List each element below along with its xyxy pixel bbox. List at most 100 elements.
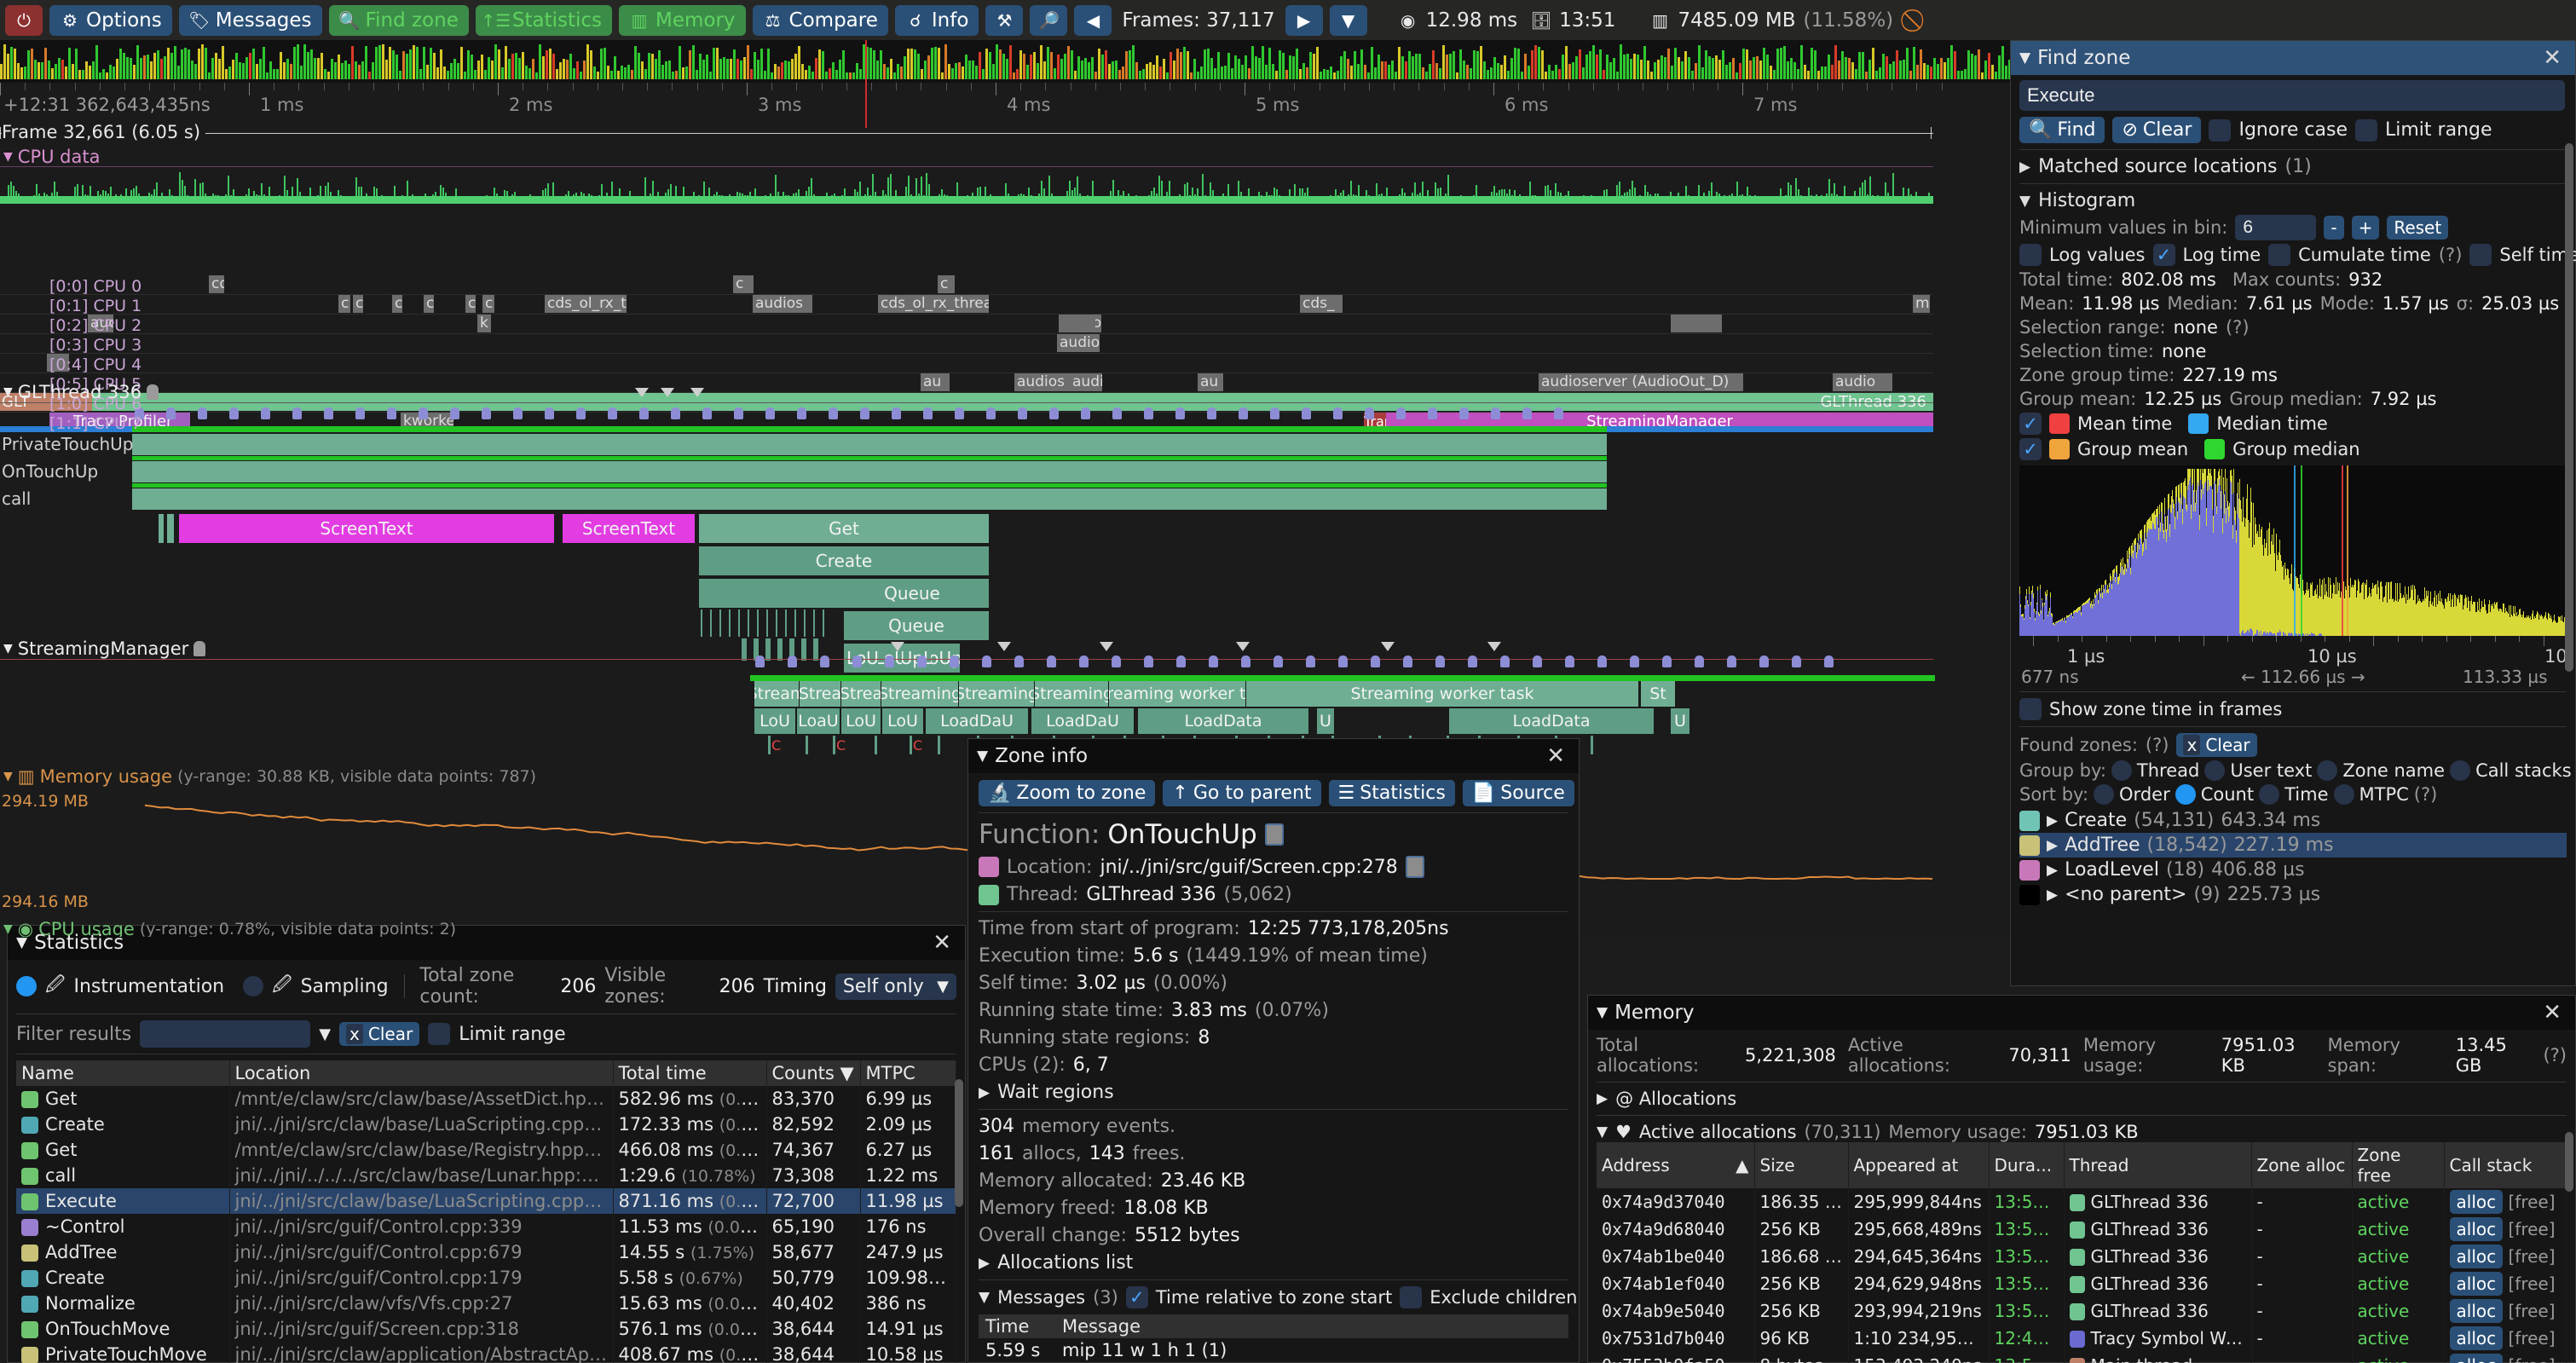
timeline-ruler[interactable]: +12:31 362,643,435ns 1 ms 2 ms 3 ms 4 ms… — [0, 83, 2010, 122]
frame-cell[interactable] — [1204, 49, 1206, 79]
frame-cell[interactable] — [1156, 55, 1158, 79]
frame-cell[interactable] — [1528, 66, 1530, 79]
cpu-thread-block[interactable]: au — [921, 373, 950, 391]
frame-cell[interactable] — [430, 48, 432, 79]
frame-cell[interactable] — [92, 61, 95, 79]
frame-cell[interactable] — [934, 47, 937, 79]
frame-cell[interactable] — [321, 53, 323, 79]
triangle-down-icon[interactable]: ▼ — [979, 1289, 991, 1306]
frame-cell[interactable] — [1023, 54, 1025, 79]
frame-cell[interactable] — [784, 61, 787, 79]
frame-cell[interactable] — [245, 57, 248, 79]
frame-cell[interactable] — [24, 66, 26, 79]
timeline-zone-tick[interactable] — [785, 609, 787, 637]
frame-cell[interactable] — [951, 68, 954, 79]
frame-cell[interactable] — [222, 46, 224, 79]
self-time-checkbox[interactable] — [2469, 244, 2492, 266]
frame-cell[interactable] — [106, 72, 108, 79]
frame-cell[interactable] — [518, 58, 521, 79]
frame-cell[interactable] — [839, 60, 841, 79]
frame-cell[interactable] — [621, 66, 623, 79]
streaming-zone-block[interactable]: LoadDaU — [1031, 708, 1134, 734]
frame-cell[interactable] — [1667, 49, 1670, 79]
statistics-button[interactable]: ↑☰ Statistics — [475, 4, 612, 36]
frame-cell[interactable] — [194, 64, 197, 79]
frame-cell[interactable] — [2008, 60, 2010, 79]
frame-cell[interactable] — [1746, 49, 1748, 79]
close-icon[interactable]: ✕ — [2543, 45, 2562, 71]
timeline-zone-tick[interactable] — [776, 609, 777, 637]
timeline-zone-tick[interactable] — [729, 609, 731, 637]
frame-cell[interactable] — [508, 59, 511, 79]
frame-cell[interactable] — [539, 44, 541, 79]
frame-cell[interactable] — [1739, 63, 1741, 79]
streaming-zone-block[interactable]: U — [1317, 708, 1334, 734]
frame-cell[interactable] — [102, 69, 105, 79]
memory-cell-call-stack[interactable]: alloc [free] — [2444, 1352, 2567, 1363]
frame-cell[interactable] — [1296, 49, 1298, 79]
frame-cell[interactable] — [1170, 52, 1172, 79]
frame-cell[interactable] — [1834, 45, 1837, 79]
frame-cell[interactable] — [1698, 45, 1701, 79]
zone-statistics-button[interactable]: ☰ Statistics — [1328, 780, 1455, 806]
frame-cell[interactable] — [1780, 48, 1782, 79]
frame-cell[interactable] — [191, 61, 193, 79]
frame-cell[interactable] — [1190, 72, 1193, 79]
frame-cell[interactable] — [136, 45, 139, 79]
frame-cell[interactable] — [1098, 49, 1100, 79]
frame-cell[interactable] — [453, 59, 456, 79]
filter-results-input[interactable] — [140, 1020, 311, 1048]
frame-cell[interactable] — [1824, 66, 1827, 79]
streaming-zone-block[interactable]: LoaU — [797, 708, 840, 734]
streaming-sub-tick[interactable] — [938, 736, 940, 754]
allocations-section-row[interactable]: ▶ @ Allocations — [1597, 1089, 2567, 1109]
frame-cell[interactable] — [1776, 49, 1779, 79]
frame-cell[interactable] — [1691, 71, 1694, 79]
memory-col-call-stack[interactable]: Call stack — [2444, 1142, 2567, 1188]
frame-cell[interactable] — [1152, 65, 1155, 79]
frame-cell[interactable] — [331, 59, 333, 79]
streaming-zone-block[interactable]: LoU — [882, 708, 923, 734]
frame-cell[interactable] — [341, 63, 344, 79]
frame-cell[interactable] — [1623, 55, 1626, 79]
frame-cell[interactable] — [597, 72, 599, 79]
frame-cell[interactable] — [382, 44, 384, 79]
frame-cell[interactable] — [996, 44, 998, 79]
streaming-zone-block[interactable]: LoU — [754, 708, 795, 734]
frame-cell[interactable] — [242, 63, 245, 79]
frame-cell[interactable] — [733, 49, 736, 79]
triangle-down-icon[interactable]: ▼ — [2019, 49, 2031, 66]
frame-cell[interactable] — [1930, 66, 1932, 79]
frame-cell[interactable] — [842, 50, 845, 79]
streaming-zone-block[interactable]: Streaming — [881, 681, 958, 707]
frame-cell[interactable] — [1122, 66, 1124, 79]
frame-cell[interactable] — [1446, 55, 1448, 79]
cpu-plot-header[interactable]: ▼ ◉ CPU usage (y-range: 0.78%, visible d… — [3, 919, 456, 937]
streaming-sub-tick[interactable] — [833, 736, 835, 754]
cumulate-time-help[interactable]: (?) — [2438, 245, 2463, 265]
log-values-checkbox[interactable] — [2019, 244, 2042, 266]
streaming-sub-tick[interactable] — [875, 736, 877, 754]
frame-cell[interactable] — [211, 58, 214, 79]
frame-cell[interactable] — [1998, 55, 2001, 79]
frame-cell[interactable] — [1592, 45, 1595, 79]
sort-by-help[interactable]: (?) — [2413, 784, 2438, 805]
frame-cell[interactable] — [1371, 47, 1373, 79]
timeline-zone-tick[interactable] — [719, 609, 721, 637]
frame-cell[interactable] — [1360, 49, 1363, 79]
frame-cell[interactable] — [1442, 45, 1445, 79]
frame-cell[interactable] — [116, 59, 118, 79]
frame-cell[interactable] — [1504, 55, 1506, 79]
frame-cell[interactable] — [1245, 55, 1247, 79]
frame-cell[interactable] — [82, 70, 84, 79]
frame-cell[interactable] — [985, 49, 988, 79]
frame-cell[interactable] — [1558, 69, 1561, 79]
triangle-down-icon[interactable]: ▼ — [1597, 1004, 1609, 1021]
frame-cell[interactable] — [109, 65, 112, 79]
frame-cell[interactable] — [143, 55, 146, 79]
frame-cell[interactable] — [385, 60, 388, 79]
frame-cell[interactable] — [1176, 49, 1179, 79]
frame-cell[interactable] — [1030, 55, 1032, 79]
frame-cell[interactable] — [1562, 55, 1564, 79]
frame-cell[interactable] — [1197, 72, 1199, 79]
